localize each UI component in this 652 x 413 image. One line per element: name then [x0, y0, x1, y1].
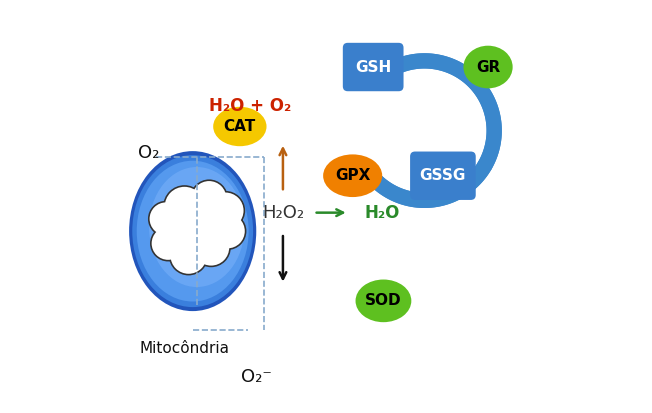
Circle shape	[163, 185, 206, 228]
FancyBboxPatch shape	[410, 152, 476, 200]
Ellipse shape	[129, 151, 256, 311]
Circle shape	[192, 181, 226, 216]
Text: GSSG: GSSG	[420, 168, 466, 183]
Ellipse shape	[137, 161, 248, 301]
Circle shape	[209, 212, 246, 250]
FancyBboxPatch shape	[343, 43, 404, 91]
Text: CAT: CAT	[224, 119, 256, 134]
Circle shape	[206, 191, 245, 230]
Circle shape	[190, 179, 228, 217]
Text: GSH: GSH	[355, 59, 391, 74]
Ellipse shape	[323, 154, 382, 197]
Text: GPX: GPX	[335, 168, 370, 183]
Circle shape	[211, 214, 244, 248]
Circle shape	[149, 202, 183, 235]
Circle shape	[171, 237, 207, 274]
Ellipse shape	[464, 46, 512, 88]
Text: O₂: O₂	[138, 144, 160, 162]
Ellipse shape	[213, 107, 267, 146]
Circle shape	[150, 225, 186, 261]
Text: H₂O + O₂: H₂O + O₂	[209, 97, 291, 115]
Text: H₂O₂: H₂O₂	[262, 204, 304, 222]
Text: GR: GR	[476, 59, 500, 74]
Circle shape	[192, 228, 231, 267]
Text: H₂O: H₂O	[365, 204, 400, 222]
Circle shape	[193, 230, 230, 266]
Circle shape	[207, 192, 244, 229]
Circle shape	[173, 199, 220, 247]
Circle shape	[171, 197, 222, 248]
Ellipse shape	[149, 167, 244, 287]
Text: SOD: SOD	[365, 293, 402, 309]
Circle shape	[165, 187, 204, 226]
Text: Mitocôndria: Mitocôndria	[140, 341, 230, 356]
Text: O₂⁻: O₂⁻	[241, 368, 272, 386]
Ellipse shape	[355, 280, 411, 322]
Circle shape	[169, 236, 208, 275]
Circle shape	[152, 227, 185, 260]
Ellipse shape	[132, 155, 253, 307]
Circle shape	[148, 201, 184, 237]
